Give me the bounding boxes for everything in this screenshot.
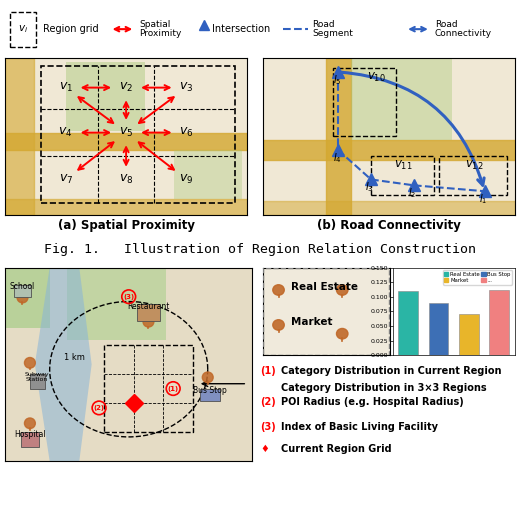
Text: $v_1$: $v_1$ <box>59 81 73 94</box>
Polygon shape <box>35 268 92 461</box>
Text: $v_7$: $v_7$ <box>59 173 73 186</box>
Circle shape <box>24 358 35 368</box>
Polygon shape <box>351 58 452 140</box>
Text: Intersection: Intersection <box>212 24 270 34</box>
Text: Real Estate: Real Estate <box>291 281 358 292</box>
Circle shape <box>17 292 28 303</box>
Circle shape <box>336 285 348 295</box>
Circle shape <box>336 329 348 339</box>
Circle shape <box>202 372 213 383</box>
Text: Category Distribution in Current Region: Category Distribution in Current Region <box>281 366 501 376</box>
Text: (3): (3) <box>260 422 276 432</box>
Bar <box>14 285 31 297</box>
Circle shape <box>273 320 284 330</box>
Legend: Real Estate, Market, Bus Stop, ...: Real Estate, Market, Bus Stop, ... <box>443 270 512 285</box>
Text: $I_{2}$: $I_{2}$ <box>408 186 417 200</box>
Text: Index of Basic Living Facility: Index of Basic Living Facility <box>281 422 437 432</box>
Bar <box>30 374 45 388</box>
Circle shape <box>24 418 35 429</box>
Circle shape <box>273 285 284 295</box>
Bar <box>137 304 160 321</box>
Text: 1 km: 1 km <box>64 352 85 361</box>
Text: (2): (2) <box>94 405 105 411</box>
Text: Region grid: Region grid <box>44 24 99 34</box>
Text: $v_{11}$: $v_{11}$ <box>395 159 413 172</box>
Bar <box>439 156 507 195</box>
Text: Market: Market <box>291 316 333 326</box>
Text: $v_{10}$: $v_{10}$ <box>367 72 385 84</box>
Text: Restaurant: Restaurant <box>127 302 170 311</box>
Text: Fig. 1.   Illustration of Region Relation Construction: Fig. 1. Illustration of Region Relation … <box>44 243 476 255</box>
Text: School: School <box>10 282 35 291</box>
FancyBboxPatch shape <box>10 12 36 47</box>
Text: Subway
Station: Subway Station <box>25 372 49 383</box>
Text: $v_8$: $v_8$ <box>119 173 133 186</box>
Bar <box>428 303 448 355</box>
Text: $I_{5}$: $I_{5}$ <box>333 73 341 86</box>
Text: $v_{12}$: $v_{12}$ <box>465 159 484 172</box>
Text: $v_3$: $v_3$ <box>179 81 193 94</box>
Text: $v_2$: $v_2$ <box>119 81 133 94</box>
Circle shape <box>143 316 154 327</box>
Bar <box>333 68 396 137</box>
Polygon shape <box>67 268 166 340</box>
Bar <box>459 314 479 355</box>
Bar <box>21 432 38 447</box>
Text: $I_{4}$: $I_{4}$ <box>333 151 342 165</box>
Text: (a) Spatial Proximity: (a) Spatial Proximity <box>58 219 194 232</box>
Text: Hospital: Hospital <box>14 430 46 439</box>
Text: $I_{3}$: $I_{3}$ <box>366 180 374 194</box>
Bar <box>42 66 235 203</box>
Text: (1): (1) <box>260 366 276 376</box>
Text: ♦: ♦ <box>260 444 269 454</box>
Text: (3): (3) <box>123 294 134 299</box>
Polygon shape <box>175 150 242 199</box>
Bar <box>371 156 434 195</box>
Text: Spatial
Proximity: Spatial Proximity <box>139 20 181 39</box>
Polygon shape <box>5 268 50 328</box>
Text: POI Radius (e.g. Hospital Radius): POI Radius (e.g. Hospital Radius) <box>281 397 463 407</box>
Text: $v_9$: $v_9$ <box>179 173 193 186</box>
Polygon shape <box>66 62 146 130</box>
Text: $v_4$: $v_4$ <box>58 126 73 139</box>
Text: (1): (1) <box>167 385 179 392</box>
Text: Category Distribution in 3×3 Regions: Category Distribution in 3×3 Regions <box>281 383 486 393</box>
Bar <box>104 345 193 432</box>
Bar <box>489 290 509 355</box>
Text: (b) Road Connectivity: (b) Road Connectivity <box>317 219 461 232</box>
Text: $v_6$: $v_6$ <box>179 126 194 139</box>
Text: Current Region Grid: Current Region Grid <box>281 444 391 454</box>
Bar <box>398 291 418 355</box>
Text: Road
Connectivity: Road Connectivity <box>435 20 492 39</box>
Bar <box>200 388 220 401</box>
Text: Road
Segment: Road Segment <box>313 20 354 39</box>
Text: Bus Stop: Bus Stop <box>193 386 227 395</box>
Text: (2): (2) <box>260 397 276 407</box>
Text: $v_i$: $v_i$ <box>18 23 28 36</box>
Text: $I_{1}$: $I_{1}$ <box>479 192 488 206</box>
Text: $v_5$: $v_5$ <box>119 126 133 139</box>
